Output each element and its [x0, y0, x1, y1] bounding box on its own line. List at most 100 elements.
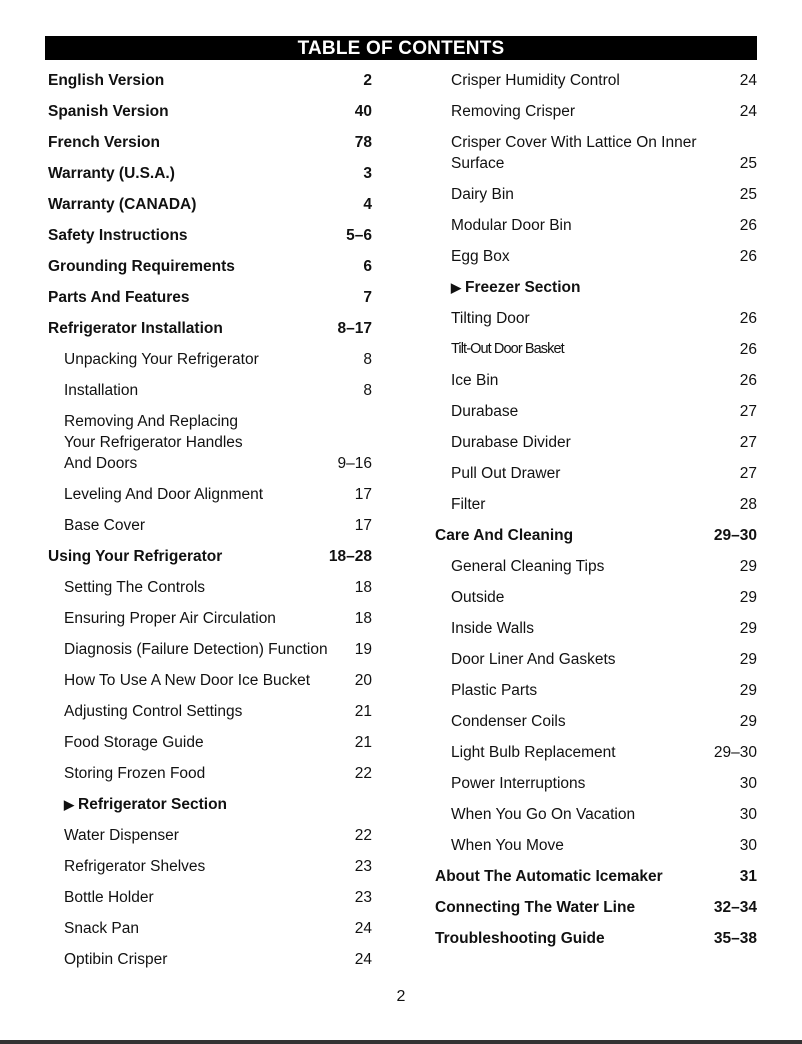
toc-entry-page: 21 [354, 734, 372, 751]
toc-entry-text: Durabase Divider [451, 434, 571, 451]
toc-entry-title: Plastic Parts [435, 680, 717, 701]
toc-entry-text: Unpacking Your Refrigerator [64, 351, 259, 368]
triangle-right-icon: ▶ [64, 797, 74, 812]
toc-entry-text: Pull Out Drawer [451, 465, 561, 482]
toc-entry: Leveling And Door Alignment 17 [48, 479, 372, 510]
toc-entry-page: 28 [739, 496, 757, 513]
toc-entry-text: Condenser Coils [451, 713, 566, 730]
toc-entry: ▶ Freezer Section [435, 272, 757, 303]
toc-entry-title: Care And Cleaning [435, 525, 714, 546]
toc-entry: Ensuring Proper Air Circulation 18 [48, 603, 372, 634]
toc-entry-title: Ensuring Proper Air Circulation [48, 608, 332, 629]
toc-entry-page: 20 [354, 672, 372, 689]
toc-entry: Plastic Parts 29 [435, 675, 757, 706]
toc-entry-page: 29 [739, 651, 757, 668]
toc-entry-title: French Version [48, 132, 332, 153]
toc-entry-page: 24 [739, 72, 757, 89]
toc-entry-title: Adjusting Control Settings [48, 701, 332, 722]
toc-entry-text: Food Storage Guide [64, 734, 204, 751]
toc-entry: Light Bulb Replacement 29–30 [435, 737, 757, 768]
toc-entry: Parts And Features 7 [48, 282, 372, 313]
toc-entry: Egg Box 26 [435, 241, 757, 272]
toc-entry-text: Crisper Cover With Lattice On Inner Surf… [451, 134, 697, 172]
toc-entry-page: 26 [739, 341, 757, 358]
toc-entry: Removing And Replacing Your Refrigerator… [48, 406, 372, 479]
toc-entry-title: Water Dispenser [48, 825, 332, 846]
toc-entry-page: 78 [354, 134, 372, 151]
toc-entry-text: Light Bulb Replacement [451, 744, 616, 761]
triangle-right-icon: ▶ [451, 280, 461, 295]
toc-entry-page: 27 [739, 434, 757, 451]
toc-entry: Warranty (U.S.A.) 3 [48, 158, 372, 189]
toc-entry-text: Outside [451, 589, 505, 606]
toc-entry-title: Refrigerator Installation [48, 318, 332, 339]
toc-entry: Crisper Humidity Control 24 [435, 65, 757, 96]
toc-entry-title: Food Storage Guide [48, 732, 332, 753]
toc-entry-title: Crisper Humidity Control [435, 70, 717, 91]
toc-entry-page: 17 [354, 486, 372, 503]
toc-entry-page: 29 [739, 620, 757, 637]
toc-entry-page: 29 [739, 713, 757, 730]
toc-entry-page: 27 [739, 403, 757, 420]
toc-entry: Optibin Crisper 24 [48, 944, 372, 975]
toc-entry-page: 9–16 [337, 455, 372, 472]
toc-entry-text: Bottle Holder [64, 889, 154, 906]
toc-entry-text: Filter [451, 496, 486, 513]
toc-entry-text: Connecting The Water Line [435, 899, 636, 916]
toc-entry-title: Tilt-Out Door Basket [435, 339, 717, 360]
toc-right-column: Crisper Humidity Control 24 Removing Crisp… [435, 65, 757, 954]
toc-entry-page: 29–30 [713, 527, 757, 544]
toc-entry-text: Warranty (U.S.A.) [48, 165, 175, 182]
toc-entry-page: 23 [354, 889, 372, 906]
toc-entry-text: Installation [64, 382, 139, 399]
toc-entry-text: Diagnosis (Failure Detection) Function [64, 641, 328, 658]
toc-entry-page: 6 [363, 258, 372, 275]
toc-entry-page: 21 [354, 703, 372, 720]
toc-entry-page: 17 [354, 517, 372, 534]
toc-entry-title: Dairy Bin [435, 184, 717, 205]
toc-entry-page: 26 [739, 372, 757, 389]
toc-entry: Crisper Cover With Lattice On Inner Surf… [435, 127, 757, 179]
toc-entry: Snack Pan 24 [48, 913, 372, 944]
toc-entry-page: 25 [739, 155, 757, 172]
toc-entry: Diagnosis (Failure Detection) Function 19 [48, 634, 372, 665]
toc-entry-text: Base Cover [64, 517, 145, 534]
toc-entry-title: Egg Box [435, 246, 717, 267]
toc-entry-page: 19 [354, 641, 372, 658]
toc-entry-page: 29–30 [713, 744, 757, 761]
toc-entry: Installation 8 [48, 375, 372, 406]
toc-entry: Safety Instructions 5–6 [48, 220, 372, 251]
toc-entry-title: ▶ Refrigerator Section [48, 794, 332, 815]
toc-entry: Dairy Bin 25 [435, 179, 757, 210]
toc-entry-text: Using Your Refrigerator [48, 548, 223, 565]
toc-entry: Setting The Controls 18 [48, 572, 372, 603]
toc-entry-title: General Cleaning Tips [435, 556, 717, 577]
toc-entry-page: 29 [739, 558, 757, 575]
toc-entry-page: 35–38 [713, 930, 757, 947]
toc-entry: About The Automatic Icemaker 31 [435, 861, 757, 892]
toc-entry-title: Condenser Coils [435, 711, 717, 732]
toc-entry-title: Durabase [435, 401, 717, 422]
toc-entry-title: Power Interruptions [435, 773, 717, 794]
toc-entry-text: Tilt-Out Door Basket [451, 341, 565, 357]
toc-entry: Spanish Version 40 [48, 96, 372, 127]
toc-entry-text: Door Liner And Gaskets [451, 651, 616, 668]
toc-entry-page: 22 [354, 827, 372, 844]
toc-entry: Care And Cleaning 29–30 [435, 520, 757, 551]
toc-entry-page: 26 [739, 248, 757, 265]
page-number: 2 [396, 988, 406, 1005]
toc-entry-page: 22 [354, 765, 372, 782]
toc-title: TABLE OF CONTENTS [45, 36, 757, 60]
toc-entry: Storing Frozen Food 22 [48, 758, 372, 789]
toc-entry-title: Warranty (CANADA) [48, 194, 332, 215]
toc-entry-page: 26 [739, 217, 757, 234]
toc-entry: Door Liner And Gaskets 29 [435, 644, 757, 675]
toc-entry: Connecting The Water Line 32–34 [435, 892, 757, 923]
toc-entry-page: 29 [739, 589, 757, 606]
toc-entry: Inside Walls 29 [435, 613, 757, 644]
toc-entry-title: Filter [435, 494, 717, 515]
toc-entry-page: 8–17 [337, 320, 372, 337]
toc-entry-page: 4 [363, 196, 372, 213]
toc-entry: Troubleshooting Guide 35–38 [435, 923, 757, 954]
toc-entry-title: Warranty (U.S.A.) [48, 163, 332, 184]
